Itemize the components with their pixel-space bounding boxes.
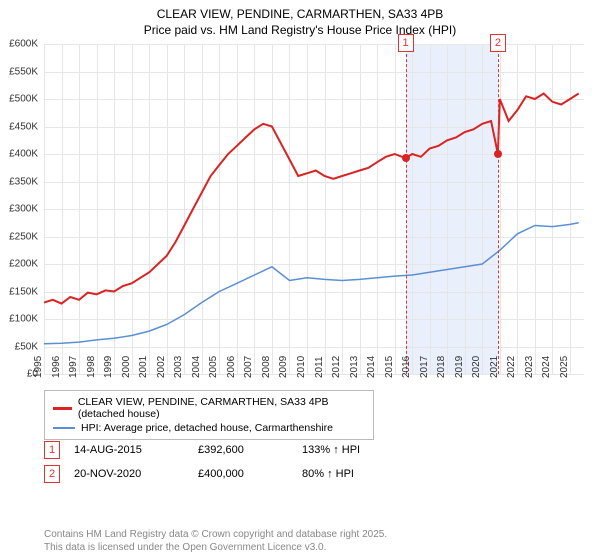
x-tick-label: 2023 (524, 356, 535, 378)
x-tick-label: 1999 (103, 356, 114, 378)
x-tick-label: 2017 (419, 356, 430, 378)
y-tick-label: £600K (9, 39, 38, 50)
x-tick-label: 2000 (121, 356, 132, 378)
x-tick-label: 2024 (541, 356, 552, 378)
x-tick-label: 2010 (296, 356, 307, 378)
x-tick-label: 2012 (331, 356, 342, 378)
cell-pct: 133% ↑ HPI (302, 444, 402, 456)
x-tick-label: 2005 (208, 356, 219, 378)
legend-box: CLEAR VIEW, PENDINE, CARMARTHEN, SA33 4P… (44, 390, 374, 440)
table-row: 1 14-AUG-2015 £392,600 133% ↑ HPI (44, 438, 402, 462)
row-badge: 2 (44, 465, 60, 483)
x-tick-label: 2021 (489, 356, 500, 378)
y-tick-label: £200K (9, 259, 38, 270)
legend-item: HPI: Average price, detached house, Carm… (53, 421, 365, 435)
cell-pct: 80% ↑ HPI (302, 468, 402, 480)
line-series-svg (44, 44, 584, 374)
y-tick-label: £100K (9, 314, 38, 325)
x-tick-label: 1995 (33, 356, 44, 378)
y-tick-label: £400K (9, 149, 38, 160)
x-tick-label: 1996 (50, 356, 61, 378)
x-tick-label: 2022 (506, 356, 517, 378)
cell-price: £400,000 (198, 468, 288, 480)
legend-label: CLEAR VIEW, PENDINE, CARMARTHEN, SA33 4P… (78, 396, 365, 420)
title-line-1: CLEAR VIEW, PENDINE, CARMARTHEN, SA33 4P… (0, 6, 600, 22)
y-tick-label: £500K (9, 94, 38, 105)
x-tick-label: 2006 (226, 356, 237, 378)
x-tick-label: 2015 (384, 356, 395, 378)
x-tick-label: 2001 (138, 356, 149, 378)
cell-date: 20-NOV-2020 (74, 468, 184, 480)
y-tick-label: £50K (15, 341, 38, 352)
legend-swatch (53, 427, 75, 429)
chart-area: 12 £0£50K£100K£150K£200K£250K£300K£350K£… (44, 44, 584, 374)
x-tick-label: 2004 (191, 356, 202, 378)
event-badge: 2 (490, 34, 506, 52)
event-line (498, 44, 499, 374)
event-marker (402, 154, 410, 162)
y-tick-label: £300K (9, 204, 38, 215)
x-tick-label: 2025 (559, 356, 570, 378)
y-tick-label: £450K (9, 121, 38, 132)
x-tick-label: 2016 (401, 356, 412, 378)
y-tick-label: £550K (9, 66, 38, 77)
x-tick-label: 2008 (261, 356, 272, 378)
cell-date: 14-AUG-2015 (74, 444, 184, 456)
row-badge: 1 (44, 441, 60, 459)
y-tick-label: £150K (9, 286, 38, 297)
x-tick-label: 2014 (366, 356, 377, 378)
event-marker (494, 150, 502, 158)
y-tick-label: £250K (9, 231, 38, 242)
x-tick-label: 2020 (471, 356, 482, 378)
chart-container: CLEAR VIEW, PENDINE, CARMARTHEN, SA33 4P… (0, 0, 600, 560)
title-line-2: Price paid vs. HM Land Registry's House … (0, 22, 600, 38)
legend-item: CLEAR VIEW, PENDINE, CARMARTHEN, SA33 4P… (53, 395, 365, 421)
x-tick-label: 2019 (454, 356, 465, 378)
y-tick-label: £350K (9, 176, 38, 187)
footer-licence: Contains HM Land Registry data © Crown c… (44, 528, 387, 554)
x-tick-label: 2002 (156, 356, 167, 378)
x-tick-label: 2007 (243, 356, 254, 378)
legend-label: HPI: Average price, detached house, Carm… (81, 422, 333, 434)
x-tick-label: 2018 (436, 356, 447, 378)
x-tick-label: 2003 (173, 356, 184, 378)
x-tick-label: 2013 (348, 356, 359, 378)
data-table: 1 14-AUG-2015 £392,600 133% ↑ HPI 2 20-N… (44, 438, 402, 486)
footer-line-2: This data is licensed under the Open Gov… (44, 541, 387, 554)
x-tick-label: 2009 (278, 356, 289, 378)
legend-swatch (53, 407, 72, 410)
event-badge: 1 (398, 34, 414, 52)
footer-line-1: Contains HM Land Registry data © Crown c… (44, 528, 387, 541)
x-tick-label: 1997 (68, 356, 79, 378)
x-tick-label: 1998 (85, 356, 96, 378)
table-row: 2 20-NOV-2020 £400,000 80% ↑ HPI (44, 462, 402, 486)
x-tick-label: 2011 (314, 356, 325, 378)
title-block: CLEAR VIEW, PENDINE, CARMARTHEN, SA33 4P… (0, 0, 600, 40)
cell-price: £392,600 (198, 444, 288, 456)
event-line (406, 44, 407, 374)
